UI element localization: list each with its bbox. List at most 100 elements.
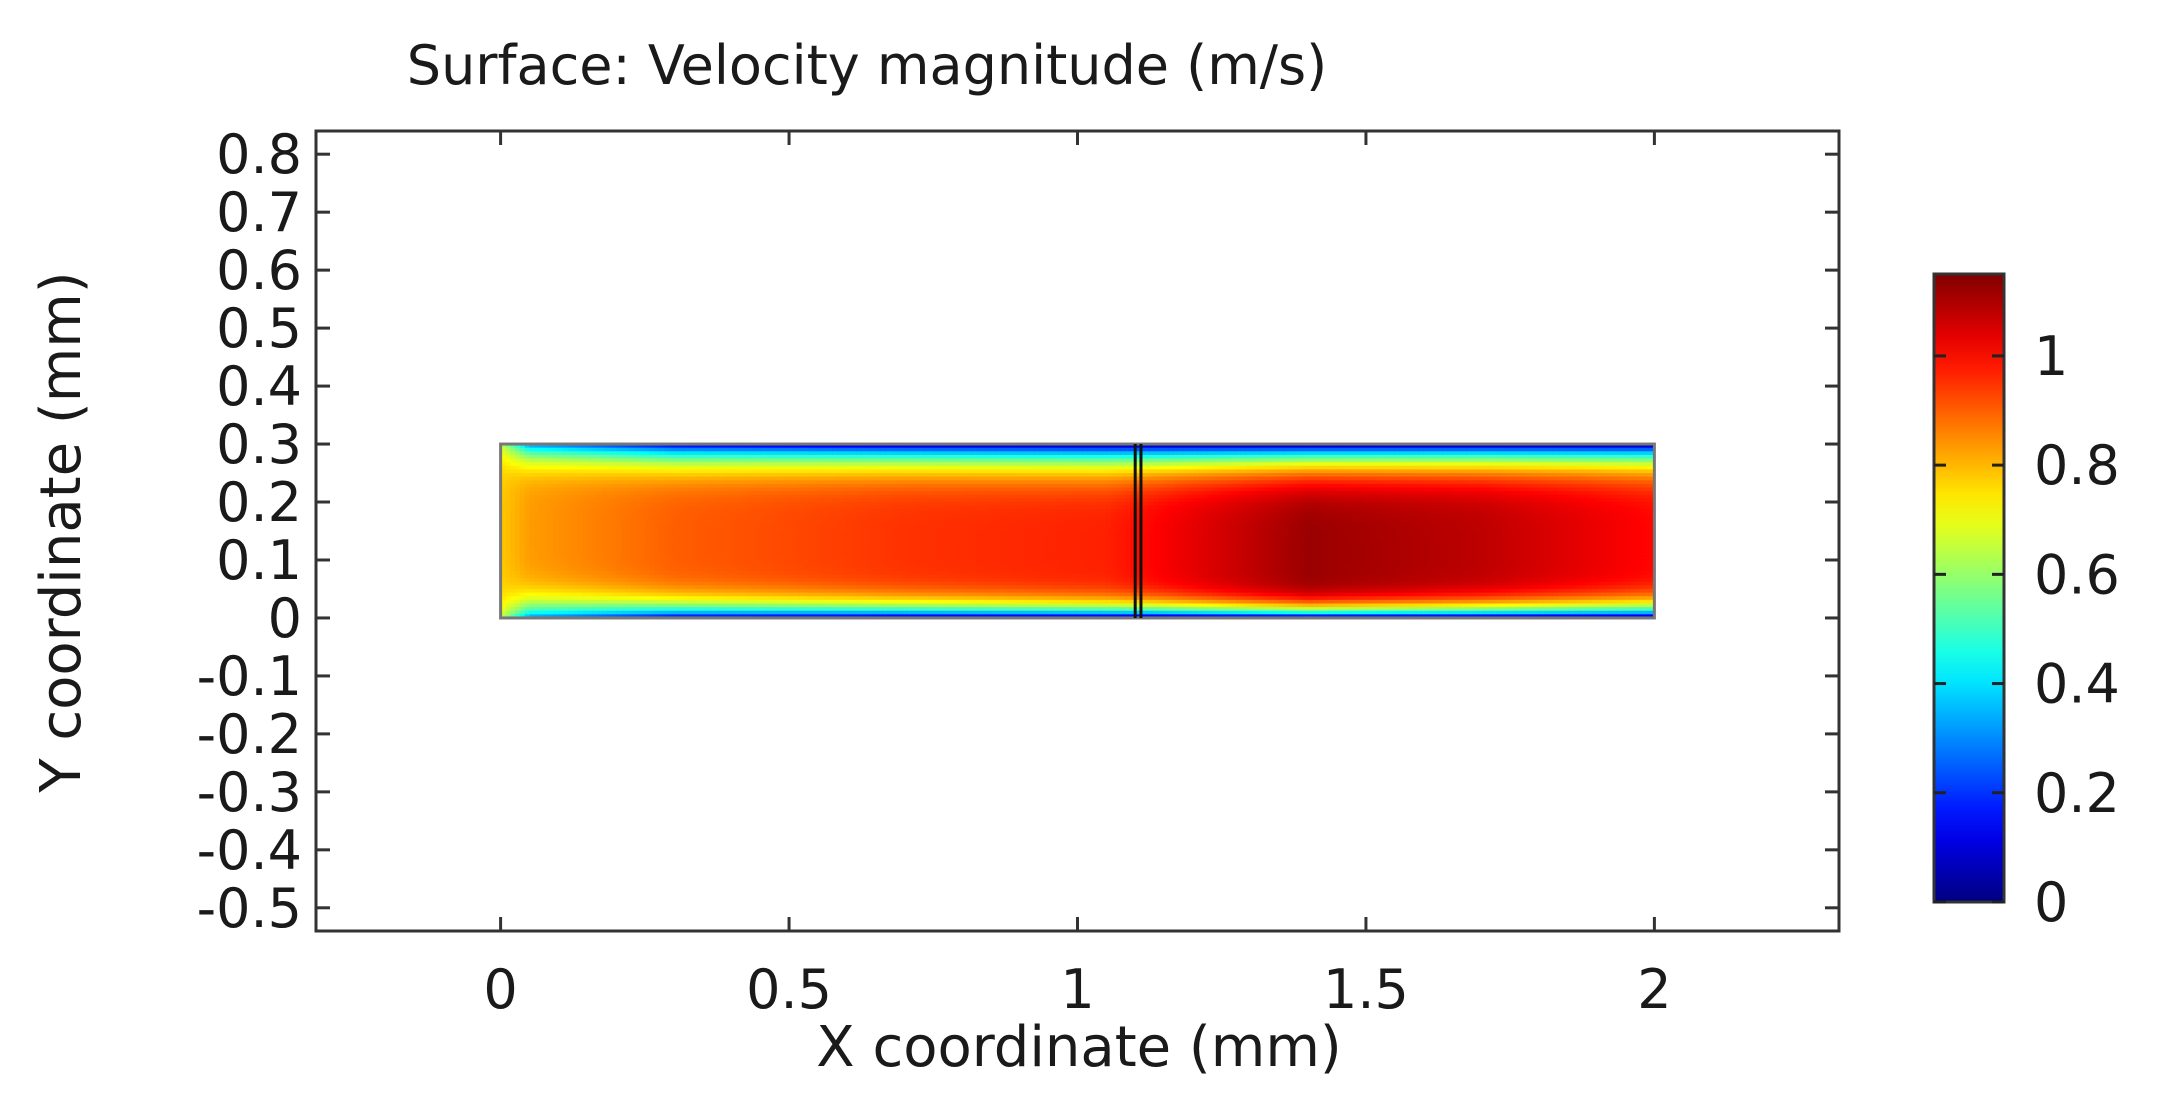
- heatmap-cell: [731, 498, 737, 503]
- heatmap-cell: [649, 599, 656, 605]
- heatmap-cell: [591, 563, 598, 568]
- heatmap-cell: [654, 476, 660, 481]
- heatmap-cell: [731, 603, 737, 608]
- heatmap-cell: [740, 596, 747, 601]
- heatmap-cell: [649, 487, 656, 492]
- heatmap-cell: [640, 534, 646, 539]
- heatmap-cell: [567, 603, 574, 608]
- heatmap-cell: [534, 596, 540, 601]
- heatmap-cell: [688, 491, 694, 496]
- heatmap-cell: [716, 538, 723, 543]
- heatmap-cell: [615, 588, 622, 594]
- heatmap-cell: [567, 509, 574, 514]
- heatmap-cell: [582, 458, 588, 463]
- heatmap-cell: [543, 567, 550, 572]
- heatmap-cell: [721, 603, 728, 608]
- heatmap-cell: [740, 570, 747, 576]
- heatmap-cell: [740, 527, 747, 532]
- heatmap-cell: [649, 494, 656, 500]
- heatmap-cell: [587, 588, 593, 594]
- heatmap-cell: [664, 527, 670, 532]
- heatmap-cell: [712, 610, 718, 616]
- heatmap-cell: [515, 480, 521, 485]
- heatmap-cell: [644, 444, 651, 449]
- heatmap-cell: [625, 458, 632, 463]
- heatmap-cell: [539, 491, 545, 496]
- heatmap-cell: [572, 502, 579, 507]
- heatmap-cell: [534, 578, 540, 583]
- heatmap-cell: [577, 588, 584, 594]
- heatmap-cell: [500, 538, 507, 543]
- heatmap-cell: [563, 588, 569, 594]
- heatmap-cell: [664, 512, 670, 518]
- heatmap-cell: [567, 483, 574, 489]
- heatmap-cell: [601, 531, 608, 536]
- heatmap-cell: [587, 505, 593, 510]
- heatmap-cell: [726, 563, 733, 568]
- heatmap-cell: [587, 509, 593, 514]
- heatmap-cell: [731, 574, 737, 579]
- heatmap-cell: [563, 538, 569, 543]
- heatmap-cell: [688, 523, 694, 529]
- heatmap-cell: [750, 509, 757, 514]
- heatmap-cell: [567, 592, 574, 597]
- heatmap-cell: [716, 599, 723, 605]
- heatmap-cell: [731, 592, 737, 597]
- heatmap-cell: [731, 610, 737, 616]
- heatmap-cell: [596, 581, 603, 587]
- heatmap-cell: [649, 480, 656, 485]
- heatmap-cell: [529, 541, 535, 547]
- heatmap-cell: [548, 552, 555, 558]
- heatmap-cell: [615, 603, 622, 608]
- heatmap-cell: [500, 581, 507, 587]
- heatmap-cell: [716, 552, 723, 558]
- heatmap-cell: [625, 556, 632, 561]
- heatmap-cell: [688, 462, 694, 467]
- heatmap-cell: [635, 581, 641, 587]
- heatmap-cell: [534, 494, 540, 500]
- heatmap-cell: [505, 614, 511, 618]
- heatmap-cell: [630, 549, 636, 554]
- heatmap-cell: [553, 574, 559, 579]
- heatmap-cell: [572, 516, 579, 521]
- heatmap-cell: [745, 465, 752, 471]
- heatmap-cell: [620, 541, 627, 547]
- heatmap-cell: [524, 473, 531, 478]
- heatmap-cell: [601, 610, 608, 616]
- heatmap-cell: [558, 574, 564, 579]
- heatmap-cell: [702, 541, 709, 547]
- heatmap-cell: [611, 545, 617, 550]
- heatmap-cell: [587, 465, 593, 471]
- heatmap-cell: [716, 545, 723, 550]
- heatmap-cell: [510, 505, 516, 510]
- heatmap-cell: [563, 512, 569, 518]
- heatmap-cell: [606, 469, 612, 474]
- heatmap-cell: [601, 505, 608, 510]
- heatmap-cell: [515, 596, 521, 601]
- heatmap-cell: [721, 541, 728, 547]
- heatmap-cell: [668, 458, 675, 463]
- heatmap-cell: [668, 491, 675, 496]
- heatmap-cell: [539, 520, 545, 525]
- heatmap-cell: [630, 599, 636, 605]
- heatmap-cell: [668, 610, 675, 616]
- heatmap-cell: [529, 531, 535, 536]
- heatmap-cell: [740, 599, 747, 605]
- heatmap-cell: [673, 454, 680, 460]
- heatmap-cell: [702, 578, 709, 583]
- heatmap-cell: [716, 588, 723, 594]
- heatmap-cell: [558, 505, 564, 510]
- heatmap-cell: [697, 498, 704, 503]
- heatmap-cell: [596, 545, 603, 550]
- heatmap-cell: [731, 487, 737, 492]
- heatmap-cell: [611, 465, 617, 471]
- heatmap-cell: [591, 473, 598, 478]
- heatmap-cell: [548, 516, 555, 521]
- heatmap-cell: [630, 498, 636, 503]
- heatmap-cell: [678, 585, 684, 590]
- heatmap-cell: [630, 588, 636, 594]
- heatmap-cell: [606, 527, 612, 532]
- heatmap-cell: [644, 527, 651, 532]
- heatmap-cell: [582, 509, 588, 514]
- heatmap-cell: [668, 523, 675, 529]
